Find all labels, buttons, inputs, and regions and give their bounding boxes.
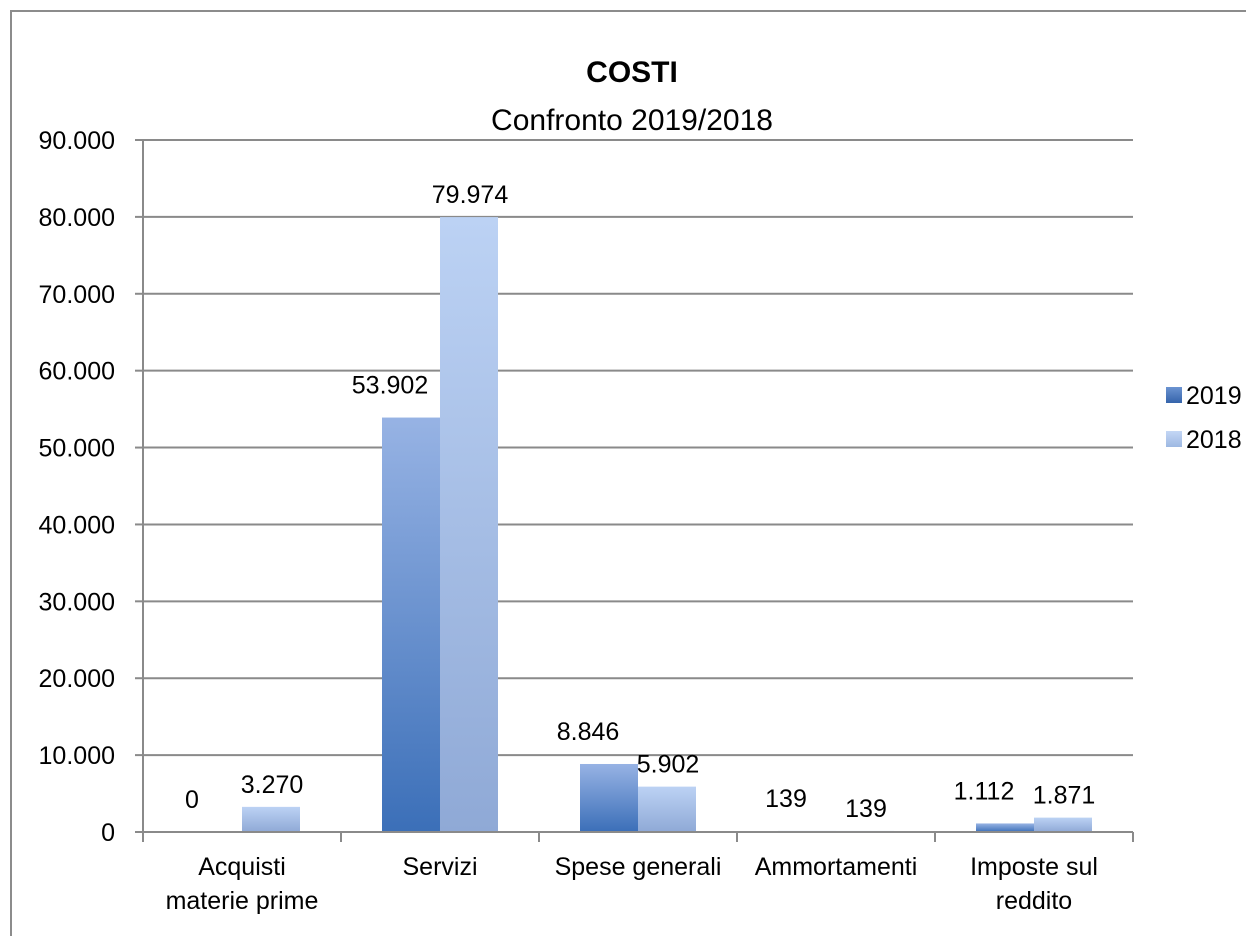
gridlines <box>143 139 1133 757</box>
legend-swatch-2019 <box>1166 387 1182 403</box>
data-label: 0 <box>185 786 199 814</box>
bar-2018-1 <box>440 217 498 832</box>
x-tick-label: reddito <box>996 887 1072 915</box>
bar-2018-0 <box>242 806 300 832</box>
legend-label-2019: 2019 <box>1186 382 1242 410</box>
data-label: 139 <box>845 795 887 823</box>
y-tick-label: 90.000 <box>39 127 115 155</box>
y-tick-label: 20.000 <box>39 665 115 693</box>
y-tick-label: 80.000 <box>39 204 115 232</box>
bar-2018-4 <box>1034 817 1092 832</box>
data-label: 139 <box>765 785 807 813</box>
y-tick-label: 40.000 <box>39 511 115 539</box>
y-tick-label: 50.000 <box>39 435 115 463</box>
x-axis-ticks: Acquisti materie prime Servizi Spese genera… <box>142 832 1134 915</box>
legend-label-2018: 2018 <box>1186 426 1242 454</box>
data-label: 1.871 <box>1033 782 1096 810</box>
chart-title: COSTI <box>586 56 678 89</box>
x-tick-label: Imposte sul <box>970 853 1098 881</box>
data-label: 8.846 <box>557 718 620 746</box>
x-tick-label: Servizi <box>402 853 477 881</box>
data-label: 5.902 <box>637 751 700 779</box>
x-tick-label: materie prime <box>166 887 319 915</box>
data-label: 3.270 <box>241 771 304 799</box>
y-tick-label: 0 <box>101 819 115 847</box>
y-tick-label: 10.000 <box>39 742 115 770</box>
data-label: 79.974 <box>432 181 509 209</box>
bars <box>242 217 1092 832</box>
y-tick-label: 30.000 <box>39 588 115 616</box>
x-tick-label: Acquisti <box>198 853 286 881</box>
y-axis-ticks: 0 10.000 20.000 30.000 40.000 50.000 60.000 70.… <box>39 127 143 847</box>
bar-2019-2 <box>580 763 638 832</box>
x-tick-label: Spese generali <box>555 853 722 881</box>
bar-2019-4 <box>976 823 1034 832</box>
bar-2019-1 <box>382 417 440 832</box>
data-label: 1.112 <box>954 777 1015 805</box>
axes <box>142 140 1133 833</box>
bar-2018-2 <box>638 786 696 832</box>
x-tick-label: Ammortamenti <box>755 853 918 881</box>
legend: 2019 2018 <box>1166 382 1242 454</box>
data-label: 53.902 <box>352 372 428 400</box>
y-tick-label: 60.000 <box>39 358 115 386</box>
y-tick-label: 70.000 <box>39 281 115 309</box>
chart-border <box>10 10 1246 941</box>
chart-subtitle: Confronto 2019/2018 <box>491 104 773 137</box>
data-labels: 0 53.902 8.846 139 1.112 3.270 79.974 5.902 139 1… <box>185 181 1095 823</box>
legend-swatch-2018 <box>1166 431 1182 447</box>
